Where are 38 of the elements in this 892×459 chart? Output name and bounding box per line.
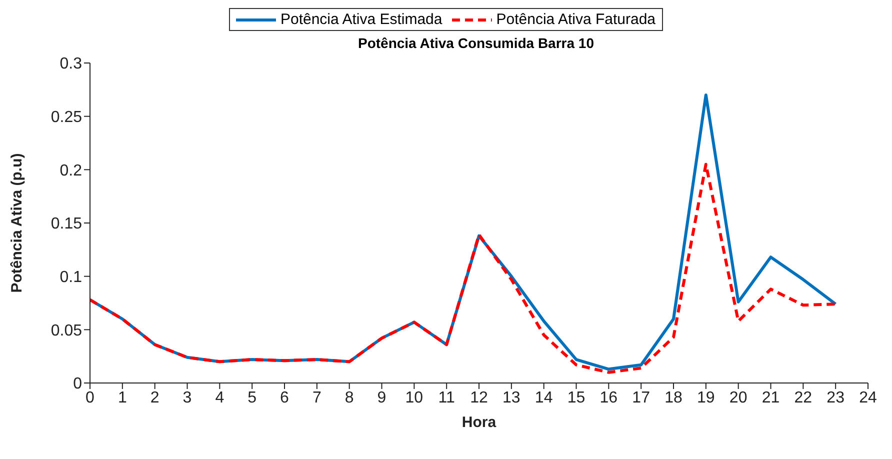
x-axis-title: Hora [462,414,497,431]
x-tick-label: 5 [248,389,257,406]
chart-title: Potência Ativa Consumida Barra 10 [356,35,595,51]
x-tick-label: 24 [859,389,877,406]
y-axis-title: Potência Ativa (p.u) [8,153,26,293]
x-tick-label: 22 [794,389,812,406]
x-tick-label: 4 [215,389,224,406]
line-series [90,162,838,374]
legend-label: Potência Ativa Faturada [496,11,656,28]
x-tick-label: 13 [502,389,520,406]
y-tick-label: 0.05 [50,322,82,340]
y-tick-label: 0.1 [60,269,82,286]
x-tick-label: 18 [664,389,682,406]
x-tick-label: 14 [534,389,553,406]
x-tick-label: 3 [182,389,192,406]
x-tick-label: 6 [280,389,290,406]
x-tick-label: 16 [600,389,618,406]
y-tick-label: 0 [73,376,82,393]
y-tick-label: 0.25 [50,109,82,126]
x-tick-label: 20 [729,389,748,406]
x-tick-label: 15 [567,389,586,406]
y-tick-label: 0.3 [60,56,82,73]
x-tick-label: 23 [826,389,845,406]
y-tick-label: 0.15 [50,216,82,233]
x-tick-label: 12 [470,389,488,406]
x-tick-label: 11 [438,389,455,406]
x-tick-label: 21 [762,389,780,406]
x-tick-label: 0 [86,389,95,406]
x-tick-label: 9 [377,389,386,406]
x-tick-label: 1 [118,389,127,406]
x-tick-label: 10 [405,389,424,406]
x-tick-label: 19 [697,389,715,406]
x-tick-label: 8 [344,389,354,406]
legend-label: Potência Ativa Estimada [280,11,442,28]
x-tick-label: 17 [632,389,650,406]
y-tick-label: 0.2 [60,162,82,180]
x-tick-label: 7 [312,389,322,406]
x-tick-label: 2 [150,389,160,406]
